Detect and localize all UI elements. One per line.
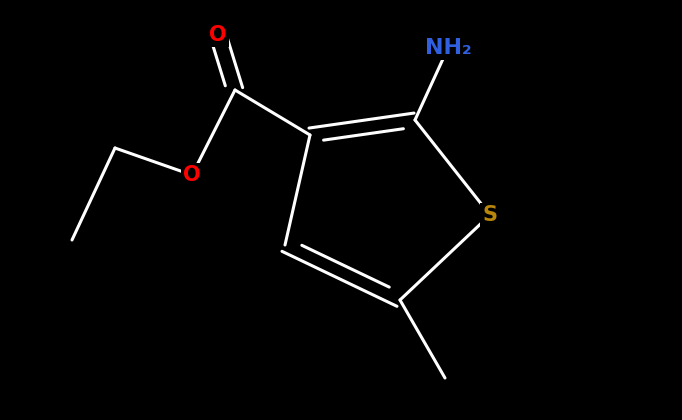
Text: NH₂: NH₂: [425, 38, 471, 58]
Text: S: S: [482, 205, 497, 225]
Text: O: O: [183, 165, 201, 185]
Text: O: O: [209, 25, 227, 45]
